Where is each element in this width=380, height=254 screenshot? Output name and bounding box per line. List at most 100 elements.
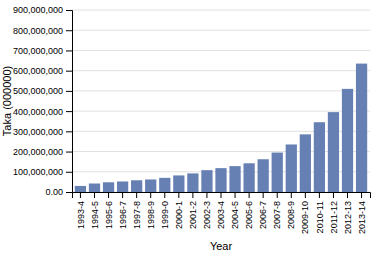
tick-label: 1999-0 [160, 201, 170, 229]
tick: 2000-1 [174, 192, 184, 229]
tick: 2013-14 [357, 192, 367, 234]
bar [300, 134, 311, 192]
tick: 2008-9 [286, 192, 296, 229]
tick-mark [122, 192, 123, 198]
tick: 600,000,000 [13, 66, 72, 76]
grid-line [72, 70, 370, 71]
tick: 700,000,000 [13, 46, 72, 56]
tick: 300,000,000 [13, 127, 72, 137]
x-axis-title: Year [210, 240, 233, 252]
tick: 1997-8 [132, 192, 142, 229]
tick-mark [66, 71, 72, 72]
tick: 2002-3 [202, 192, 212, 229]
tick: 2005-6 [244, 192, 254, 229]
tick: 1994-5 [90, 192, 100, 229]
tick: 1996-7 [118, 192, 128, 229]
tick-mark [192, 192, 193, 198]
grid-line [72, 131, 370, 132]
tick-mark [66, 152, 72, 153]
tick-mark [221, 192, 222, 198]
tick: 2007-8 [272, 192, 282, 229]
tick-mark [94, 192, 95, 198]
tick-label: 2010-11 [315, 201, 325, 233]
tick-label: 900,000,000 [13, 5, 63, 15]
tick-label: 400,000,000 [13, 106, 63, 116]
tick: 900,000,000 [13, 5, 72, 15]
bar [286, 144, 297, 192]
tick: 2010-11 [315, 192, 325, 233]
tick-mark [263, 192, 264, 198]
tick: 2004-5 [230, 192, 240, 229]
grid-line [72, 10, 370, 11]
tick-label: 600,000,000 [13, 66, 63, 76]
grid-line [72, 111, 370, 112]
tick-label: 0.00 [45, 187, 63, 197]
y-axis: 0.00 100,000,000 200,000,000 300,000,000 400… [13, 5, 73, 197]
tick: 2001-2 [188, 192, 198, 229]
bar [201, 170, 212, 192]
tick-mark [66, 172, 72, 173]
bar [145, 179, 156, 192]
tick-label: 2004-5 [230, 201, 240, 229]
tick-mark [347, 192, 348, 198]
tick: 800,000,000 [13, 26, 72, 36]
bar [89, 184, 100, 192]
bar [314, 122, 325, 192]
tick-mark [136, 192, 137, 198]
tick: 2009-10 [300, 192, 310, 234]
tick-label: 2011-12 [329, 201, 339, 233]
tick-label: 1994-5 [90, 201, 100, 229]
tick-mark [80, 192, 81, 198]
x-axis: 1993-4 1994-5 1995-6 1996-7 1997-8 1998-9 1999… [73, 192, 371, 234]
tick-mark [66, 30, 72, 31]
tick-mark [235, 192, 236, 198]
tick: 1993-4 [76, 192, 86, 229]
bars [75, 64, 367, 192]
tick-label: 1996-7 [118, 201, 128, 229]
tick-mark [291, 192, 292, 198]
tick-mark [164, 192, 165, 198]
tick: 2011-12 [329, 192, 339, 233]
tick-label: 700,000,000 [13, 46, 63, 56]
tick: 2012-13 [343, 192, 353, 234]
tick-mark [206, 192, 207, 198]
tick-label: 500,000,000 [13, 86, 63, 96]
tick: 500,000,000 [13, 86, 72, 96]
tick-label: 2002-3 [202, 201, 212, 229]
tick-label: 1995-6 [104, 201, 114, 229]
tick-label: 100,000,000 [13, 167, 63, 177]
bar [243, 163, 254, 192]
tick: 2006-7 [258, 192, 268, 229]
tick: 100,000,000 [13, 167, 72, 177]
tick-label: 200,000,000 [13, 147, 63, 157]
tick-mark [249, 192, 250, 198]
chart-svg: 0.00 100,000,000 200,000,000 300,000,000 400… [0, 0, 380, 254]
tick-mark [178, 192, 179, 198]
grid-line [72, 50, 370, 51]
bar [215, 168, 226, 192]
bar [342, 89, 353, 192]
bar [328, 112, 339, 192]
grid-line [72, 151, 370, 152]
tick: 1999-0 [160, 192, 170, 229]
tick-mark [66, 192, 72, 193]
tick: 1998-9 [146, 192, 156, 229]
chart-container: 0.00 100,000,000 200,000,000 300,000,000 400… [0, 0, 380, 254]
tick: 200,000,000 [13, 147, 72, 157]
tick-mark [66, 50, 72, 51]
bar [356, 64, 367, 192]
tick-label: 2003-4 [216, 201, 226, 229]
bar [159, 178, 170, 192]
tick-mark [66, 10, 72, 11]
tick-label: 2013-14 [357, 201, 367, 234]
tick: 2003-4 [216, 192, 226, 229]
tick-mark [66, 111, 72, 112]
tick-mark [108, 192, 109, 198]
tick: 0.00 [45, 187, 72, 197]
tick-label: 800,000,000 [13, 26, 63, 36]
bar [258, 159, 269, 192]
tick-label: 2001-2 [188, 201, 198, 229]
y-axis-title: Taka (000000) [1, 66, 13, 136]
tick-label: 300,000,000 [13, 127, 63, 137]
grid-line [72, 30, 370, 31]
